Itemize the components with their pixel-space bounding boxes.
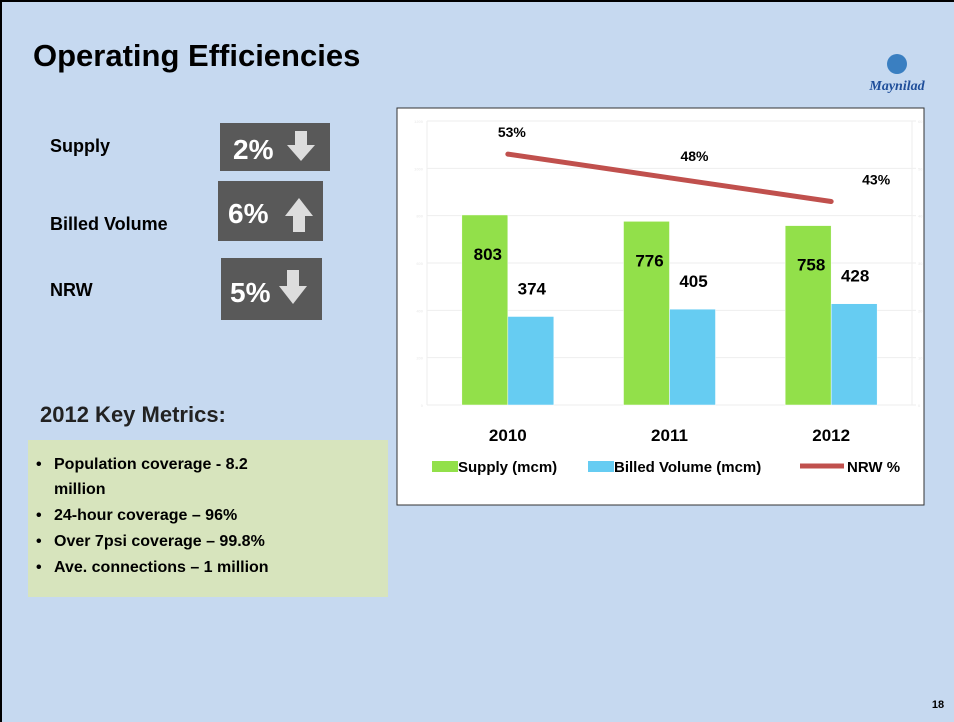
legend-label: NRW % <box>847 459 900 476</box>
y-tick-label: 200 <box>416 356 423 361</box>
nrw-line <box>505 151 834 204</box>
bullet: • <box>36 456 42 473</box>
page-number: 18 <box>932 699 944 711</box>
legend-swatch <box>432 461 458 472</box>
key-metric: Ave. connections – 1 million <box>54 559 269 576</box>
y-tick-label: 1000 <box>414 166 424 171</box>
y2-tick-label: 20 <box>918 308 923 313</box>
logo-icon <box>887 54 907 74</box>
data-label: 428 <box>841 267 869 286</box>
bar <box>784 225 832 406</box>
data-label: 776 <box>635 251 663 270</box>
key-metric: million <box>54 481 106 498</box>
y-tick-label: 1200 <box>414 119 424 124</box>
bar <box>669 308 716 406</box>
y2-tick-label: 60 <box>918 119 923 124</box>
metric-value: 6% <box>228 198 269 229</box>
metric-value: 5% <box>230 277 271 308</box>
x-tick-label: 2012 <box>812 426 850 445</box>
key-metric: 24-hour coverage – 96% <box>54 507 237 524</box>
key-metric: Over 7psi coverage – 99.8% <box>54 533 265 550</box>
arrow-up <box>285 198 313 232</box>
arrow-down <box>279 270 307 304</box>
metric-box <box>221 258 322 320</box>
arrow-down <box>287 131 315 161</box>
data-label: 803 <box>474 245 502 264</box>
bar <box>830 303 878 406</box>
metric-label: Billed Volume <box>50 214 168 234</box>
legend-swatch <box>588 461 614 472</box>
logo-text: Maynilad <box>868 79 925 94</box>
data-label: 48% <box>680 148 709 164</box>
bar <box>623 221 670 406</box>
y-tick-label: 400 <box>416 308 423 313</box>
bar <box>507 316 555 406</box>
key-metric: Population coverage - 8.2 <box>54 456 248 473</box>
x-tick-label: 2011 <box>651 426 688 445</box>
x-tick-label: 2010 <box>489 426 527 445</box>
data-label: 758 <box>797 256 825 275</box>
data-label: 405 <box>679 272 707 291</box>
bullet: • <box>36 507 42 524</box>
metric-label: NRW <box>50 280 93 300</box>
y-tick-label: 600 <box>416 261 423 266</box>
bullet: • <box>36 533 42 550</box>
y2-tick-label: 0 <box>918 403 921 408</box>
key-metrics-box <box>28 440 388 597</box>
data-label: 374 <box>518 279 547 298</box>
legend-label: Supply (mcm) <box>458 459 557 476</box>
y2-tick-label: 40 <box>918 214 923 219</box>
title: Operating Efficiencies <box>33 38 360 73</box>
legend-label: Billed Volume (mcm) <box>614 459 761 476</box>
y-tick-label: 0 <box>421 403 424 408</box>
bar <box>461 214 509 406</box>
y2-tick-label: 50 <box>918 166 923 171</box>
data-label: 43% <box>862 171 891 187</box>
data-label: 53% <box>498 124 527 140</box>
key-metrics-heading: 2012 Key Metrics: <box>40 402 226 427</box>
y-tick-label: 800 <box>416 214 423 219</box>
y2-tick-label: 10 <box>918 356 923 361</box>
metric-label: Supply <box>50 136 110 156</box>
bullet: • <box>36 559 42 576</box>
y2-tick-label: 30 <box>918 261 923 266</box>
metric-value: 2% <box>233 134 274 165</box>
